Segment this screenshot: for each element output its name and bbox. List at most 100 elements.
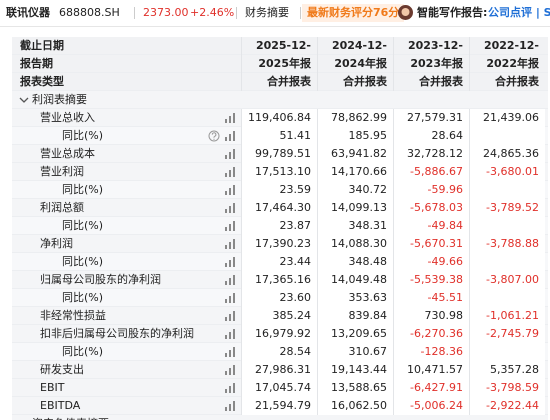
data-row: 净利润 17,390.23 14,088.30 -5,670.31 -3,788.88: [12, 235, 548, 253]
score-badge[interactable]: 最新财务评分76分: [302, 4, 405, 22]
bar-icon[interactable]: [224, 400, 236, 412]
header-cell: 2025-12-31: [241, 37, 317, 70]
bar-icon[interactable]: [224, 166, 236, 178]
value-cell: -5,886.67: [393, 163, 469, 181]
value-cell: 730.98: [393, 307, 469, 325]
bar-icon[interactable]: [224, 220, 236, 232]
section-title[interactable]: 利润表摘要: [32, 93, 87, 106]
bar-icon[interactable]: [224, 184, 236, 196]
bar-icon[interactable]: [224, 382, 236, 394]
value-cell: 13,588.65: [317, 379, 393, 397]
value-cell: 5,357.28: [469, 361, 545, 379]
data-row: 营业总收入 119,406.84 78,862.99 27,579.31 21,439.…: [12, 109, 548, 127]
value-cell: -5,670.31: [393, 235, 469, 253]
bar-icon[interactable]: [224, 148, 236, 160]
row-label: 营业总成本: [40, 147, 95, 160]
value-cell: -3,680.01: [469, 163, 545, 181]
row-label: 扣非后归属母公司股东的净利润: [40, 327, 194, 340]
value-cell: 27,986.31: [241, 361, 317, 379]
bar-icon[interactable]: [224, 130, 236, 142]
help-icon[interactable]: [208, 130, 220, 142]
value-cell: [469, 181, 545, 199]
value-cell: 340.72: [317, 181, 393, 199]
header-cell: 2023-12-31: [393, 37, 469, 70]
value-cell: 78,862.99: [317, 109, 393, 127]
value-cell: -6,270.36: [393, 325, 469, 343]
value-cell: 17,045.74: [241, 379, 317, 397]
data-row: 扣非后归属母公司股东的净利润 16,979.92 13,209.65 -6,270.3…: [12, 325, 548, 343]
value-cell: 23.87: [241, 217, 317, 235]
bar-icon[interactable]: [224, 274, 236, 286]
header-cell: 合并报表: [241, 73, 317, 91]
report-link[interactable]: 公司点评 | SH: [488, 6, 550, 19]
bar-icon[interactable]: [224, 364, 236, 376]
value-cell: 19,143.44: [317, 361, 393, 379]
avatar: [398, 5, 413, 20]
value-cell: -1,061.21: [469, 307, 545, 325]
value-cell: 348.48: [317, 253, 393, 271]
value-cell: [469, 343, 545, 361]
header-cell: 2024-12-31: [317, 37, 393, 70]
header-label: 报告期: [20, 57, 53, 70]
chevron[interactable]: [18, 94, 30, 106]
value-cell: -45.51: [393, 289, 469, 307]
tab[interactable]: 财务摘要: [245, 6, 289, 19]
bar-icon[interactable]: [224, 238, 236, 250]
value-cell: 24,865.36: [469, 145, 545, 163]
data-row: 营业利润 17,513.10 14,170.66 -5,886.67 -3,680.01: [12, 163, 548, 181]
header-label: 截止日期: [20, 39, 64, 52]
bar-icon[interactable]: [224, 292, 236, 304]
section-title[interactable]: 资产负债表摘要: [32, 415, 109, 420]
bar-icon[interactable]: [224, 256, 236, 268]
data-row: 营业总成本 99,789.51 63,941.82 32,728.12 24,865.3…: [12, 145, 548, 163]
value-cell: 17,464.30: [241, 199, 317, 217]
change: +2.46%: [190, 6, 235, 19]
header-cell: 2024年报: [317, 55, 393, 73]
data-row: 同比(%) 23.59 340.72 -59.96: [12, 181, 548, 199]
value-cell: 17,513.10: [241, 163, 317, 181]
report-label: 智能写作报告:: [417, 6, 488, 19]
separator: [134, 7, 135, 19]
value-cell: 23.59: [241, 181, 317, 199]
data-row: 同比(%) 28.54 310.67 -128.36: [12, 343, 548, 361]
value-cell: 14,088.30: [317, 235, 393, 253]
value-cell: -49.66: [393, 253, 469, 271]
value-cell: 17,390.23: [241, 235, 317, 253]
bar-icon[interactable]: [224, 202, 236, 214]
value-cell: [469, 253, 545, 271]
row-label: 利润总额: [40, 201, 84, 214]
value-cell: 10,471.57: [393, 361, 469, 379]
bar-icon[interactable]: [224, 346, 236, 358]
value-cell: [469, 127, 545, 145]
value-cell: 14,099.13: [317, 199, 393, 217]
value-cell: 63,941.82: [317, 145, 393, 163]
row-label: 归属母公司股东的净利润: [40, 273, 161, 286]
value-cell: -128.36: [393, 343, 469, 361]
value-cell: 51.41: [241, 127, 317, 145]
header-cell: 2025年报: [241, 55, 317, 73]
row-label: 同比(%): [62, 291, 104, 304]
data-row: 利润总额 17,464.30 14,099.13 -5,678.03 -3,789.52: [12, 199, 548, 217]
value-cell: 23.60: [241, 289, 317, 307]
value-cell: -5,006.24: [393, 397, 469, 415]
value-cell: 16,979.92: [241, 325, 317, 343]
header-label: 报表类型: [20, 75, 64, 88]
value-cell: 14,170.66: [317, 163, 393, 181]
bar-icon[interactable]: [224, 112, 236, 124]
value-cell: 32,728.12: [393, 145, 469, 163]
value-cell: 348.31: [317, 217, 393, 235]
value-cell: 14,049.48: [317, 271, 393, 289]
data-row: 同比(%) 51.41 185.95 28.64: [12, 127, 548, 145]
bar-icon[interactable]: [224, 310, 236, 322]
data-row: 同比(%) 23.87 348.31 -49.84: [12, 217, 548, 235]
section-row: 利润表摘要: [12, 91, 548, 109]
row-label: 营业利润: [40, 165, 84, 178]
separator: [236, 7, 237, 19]
data-row: 研发支出 27,986.31 19,143.44 10,471.57 5,357.28: [12, 361, 548, 379]
section-row: 资产负债表摘要: [12, 415, 548, 420]
top-bar: 联讯仪器 688808.SH 2373.00 +2.46% 财务摘要 最新财务评…: [0, 0, 550, 27]
value-cell: 353.63: [317, 289, 393, 307]
value-cell: 185.95: [317, 127, 393, 145]
bar-icon[interactable]: [224, 328, 236, 340]
